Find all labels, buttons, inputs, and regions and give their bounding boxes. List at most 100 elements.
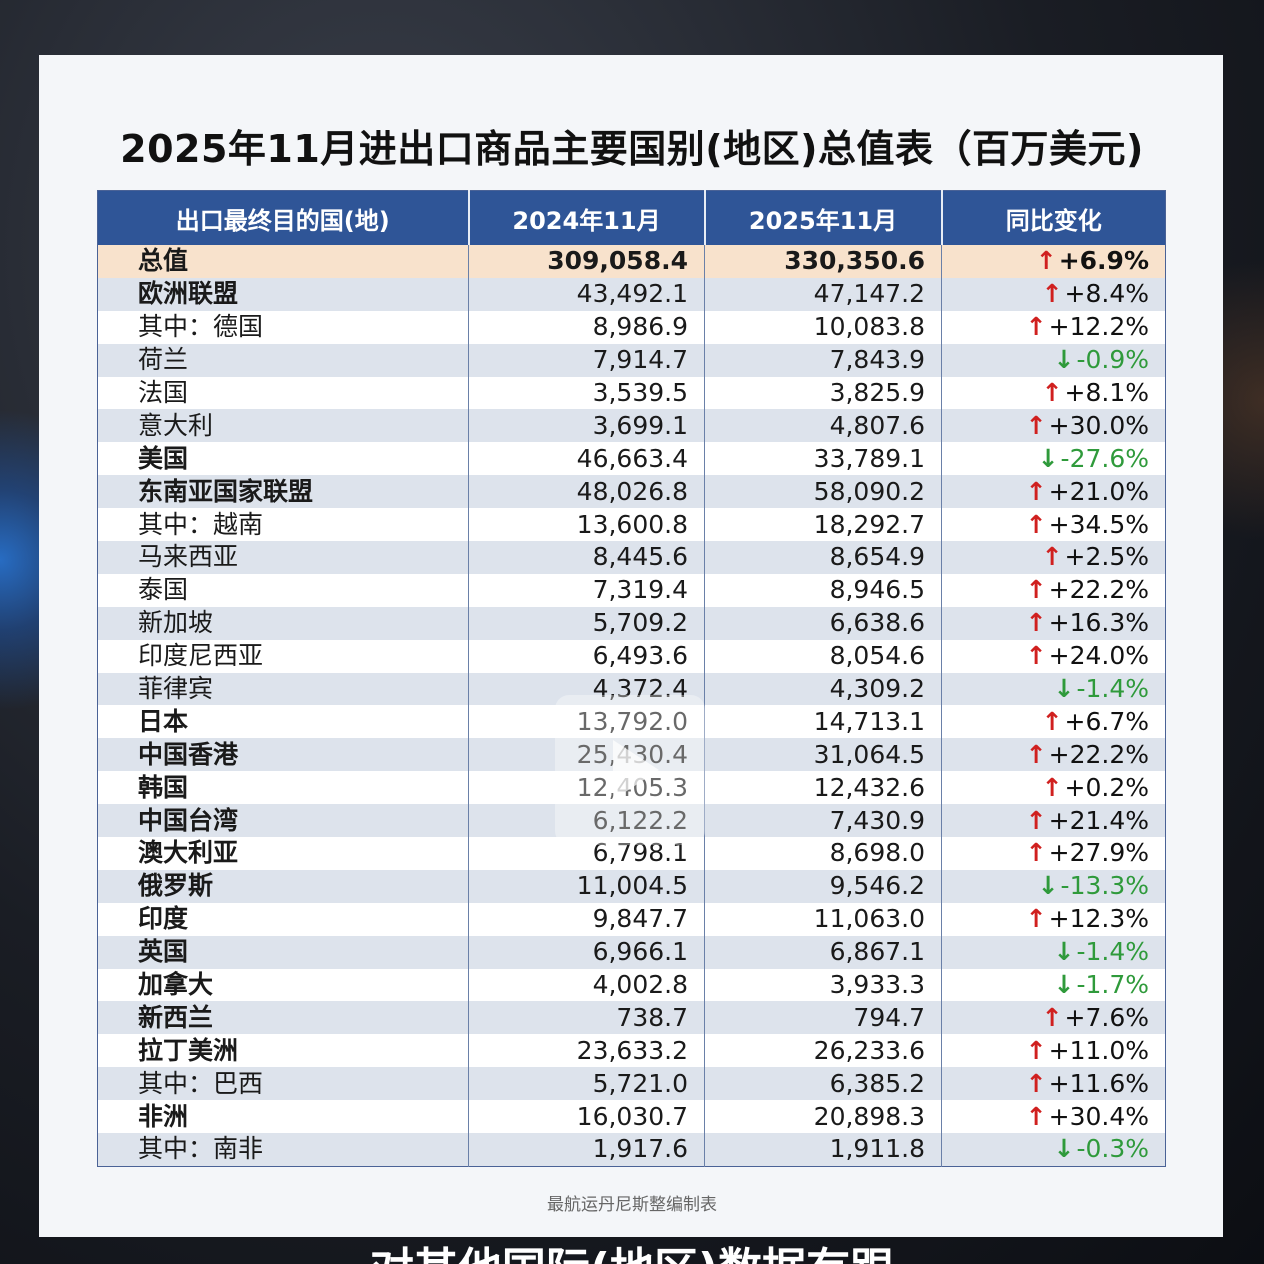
change-value: +30.4% xyxy=(1048,1101,1149,1131)
change-value: +6.7% xyxy=(1064,706,1149,736)
yoy-change: ↑+11.0% xyxy=(941,1034,1166,1068)
region-name: 韩国 xyxy=(97,771,469,805)
table-row: 非洲 16,030.7 20,898.3 ↑+30.4% xyxy=(97,1100,1166,1134)
value-2025: 6,867.1 xyxy=(704,935,942,969)
change-value: +8.4% xyxy=(1064,279,1149,309)
change-value: +6.9% xyxy=(1058,246,1149,276)
arrow-up-icon: ↑ xyxy=(1041,378,1063,407)
yoy-change: ↓-13.3% xyxy=(941,869,1166,903)
value-2025: 8,654.9 xyxy=(704,541,942,574)
region-name: 意大利 xyxy=(97,409,469,443)
value-2025: 3,933.3 xyxy=(704,968,942,1002)
value-2025: 10,083.8 xyxy=(704,310,942,344)
value-2024: 309,058.4 xyxy=(468,245,705,278)
yoy-change: ↑+27.9% xyxy=(941,837,1166,870)
video-play-button[interactable] xyxy=(555,695,705,845)
value-2024: 23,633.2 xyxy=(468,1034,705,1068)
change-value: -1.4% xyxy=(1076,937,1149,967)
value-2024: 7,914.7 xyxy=(468,343,705,377)
arrow-down-icon: ↓ xyxy=(1037,871,1059,901)
value-2025: 9,546.2 xyxy=(704,869,942,903)
value-2024: 12,405.3 xyxy=(468,771,705,805)
arrow-up-icon: ↑ xyxy=(1025,1101,1047,1131)
region-name: 美国 xyxy=(97,442,469,476)
table-row: 新西兰 738.7 794.7 ↑+7.6% xyxy=(97,1001,1166,1035)
change-value: -13.3% xyxy=(1060,871,1149,901)
yoy-change: ↓-0.3% xyxy=(941,1133,1166,1167)
arrow-down-icon: ↓ xyxy=(1053,937,1075,967)
value-2025: 6,385.2 xyxy=(704,1067,942,1101)
region-name: 日本 xyxy=(97,705,469,739)
change-value: +27.9% xyxy=(1048,838,1149,868)
yoy-change: ↑+0.2% xyxy=(941,771,1166,805)
value-2025: 4,309.2 xyxy=(704,672,942,706)
value-2025: 58,090.2 xyxy=(704,475,942,509)
value-2025: 7,843.9 xyxy=(704,343,942,377)
table-row: 欧洲联盟 43,492.1 47,147.2 ↑+8.4% xyxy=(97,277,1166,311)
table-row: 其中：越南 13,600.8 18,292.7 ↑+34.5% xyxy=(97,508,1166,542)
table-header-row: 出口最终目的国(地) 2024年11月 2025年11月 同比变化 xyxy=(97,190,1166,245)
value-2025: 8,054.6 xyxy=(704,639,942,673)
yoy-change: ↑+6.9% xyxy=(941,245,1166,278)
yoy-change: ↑+21.0% xyxy=(941,475,1166,509)
yoy-change: ↑+34.5% xyxy=(941,508,1166,542)
yoy-change: ↑+2.5% xyxy=(941,541,1166,574)
change-value: +0.2% xyxy=(1064,772,1149,802)
yoy-change: ↑+30.0% xyxy=(941,409,1166,443)
change-value: -0.9% xyxy=(1076,345,1149,375)
value-2024: 7,319.4 xyxy=(468,573,705,607)
region-name: 菲律宾 xyxy=(97,672,469,706)
arrow-down-icon: ↓ xyxy=(1053,1134,1075,1164)
table-row: 拉丁美洲 23,633.2 26,233.6 ↑+11.0% xyxy=(97,1034,1166,1068)
value-2024: 16,030.7 xyxy=(468,1100,705,1134)
change-value: +21.0% xyxy=(1048,476,1149,506)
arrow-up-icon: ↑ xyxy=(1025,608,1047,638)
value-2025: 330,350.6 xyxy=(704,245,942,278)
table-row: 菲律宾 4,372.4 4,309.2 ↓-1.4% xyxy=(97,672,1166,706)
region-name: 总值 xyxy=(97,245,469,278)
table-row: 韩国 12,405.3 12,432.6 ↑+0.2% xyxy=(97,771,1166,805)
change-value: +22.2% xyxy=(1048,575,1149,605)
value-2024: 1,917.6 xyxy=(468,1133,705,1167)
region-name: 欧洲联盟 xyxy=(97,277,469,311)
change-value: +2.5% xyxy=(1064,542,1149,572)
region-name: 其中：越南 xyxy=(97,508,469,542)
table-row: 澳大利亚 6,798.1 8,698.0 ↑+27.9% xyxy=(97,837,1166,870)
yoy-change: ↓-0.9% xyxy=(941,343,1166,377)
table-row: 法国 3,539.5 3,825.9 ↑+8.1% xyxy=(97,376,1166,410)
value-2024: 11,004.5 xyxy=(468,869,705,903)
header-2025-nov: 2025年11月 xyxy=(704,190,943,245)
export-table: 出口最终目的国(地) 2024年11月 2025年11月 同比变化 总值 309,… xyxy=(97,190,1166,1167)
arrow-up-icon: ↑ xyxy=(1025,838,1047,868)
header-destination: 出口最终目的国(地) xyxy=(97,190,470,245)
yoy-change: ↑+12.2% xyxy=(941,310,1166,344)
value-2024: 4,002.8 xyxy=(468,968,705,1002)
yoy-change: ↓-1.4% xyxy=(941,935,1166,969)
value-2024: 6,122.2 xyxy=(468,804,705,838)
value-2025: 11,063.0 xyxy=(704,902,942,936)
yoy-change: ↑+21.4% xyxy=(941,804,1166,838)
region-name: 印度尼西亚 xyxy=(97,639,469,673)
value-2024: 5,721.0 xyxy=(468,1067,705,1101)
value-2024: 6,798.1 xyxy=(468,837,705,870)
yoy-change: ↑+30.4% xyxy=(941,1100,1166,1134)
change-value: +16.3% xyxy=(1048,608,1149,638)
table-row: 意大利 3,699.1 4,807.6 ↑+30.0% xyxy=(97,409,1166,443)
play-icon xyxy=(613,740,659,800)
region-name: 中国台湾 xyxy=(97,804,469,838)
region-name: 法国 xyxy=(97,376,469,410)
page-title: 2025年11月进出口商品主要国别(地区)总值表（百万美元) xyxy=(120,127,1144,171)
arrow-up-icon: ↑ xyxy=(1025,1068,1047,1098)
arrow-up-icon: ↑ xyxy=(1041,1002,1063,1032)
change-value: -1.4% xyxy=(1076,674,1149,704)
value-2025: 47,147.2 xyxy=(704,277,942,311)
table-row: 印度尼西亚 6,493.6 8,054.6 ↑+24.0% xyxy=(97,639,1166,673)
yoy-change: ↑+8.1% xyxy=(941,376,1166,410)
change-value: +8.1% xyxy=(1064,378,1149,407)
value-2025: 20,898.3 xyxy=(704,1100,942,1134)
change-value: -27.6% xyxy=(1060,443,1149,473)
value-2024: 738.7 xyxy=(468,1001,705,1035)
region-name: 荷兰 xyxy=(97,343,469,377)
value-2024: 13,600.8 xyxy=(468,508,705,542)
table-row: 印度 9,847.7 11,063.0 ↑+12.3% xyxy=(97,902,1166,936)
